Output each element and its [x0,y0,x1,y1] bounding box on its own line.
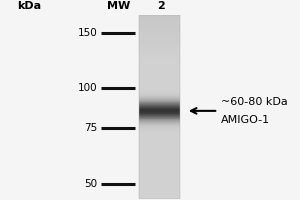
Text: kDa: kDa [17,1,42,11]
Text: 50: 50 [84,179,97,189]
Text: 150: 150 [77,28,97,38]
Bar [140,15,180,199]
Text: 75: 75 [84,123,97,133]
Text: 100: 100 [77,83,97,93]
Text: ~60-80 kDa: ~60-80 kDa [221,97,288,107]
Text: AMIGO-1: AMIGO-1 [221,115,270,125]
Text: MW: MW [106,1,130,11]
Text: 2: 2 [157,1,164,11]
